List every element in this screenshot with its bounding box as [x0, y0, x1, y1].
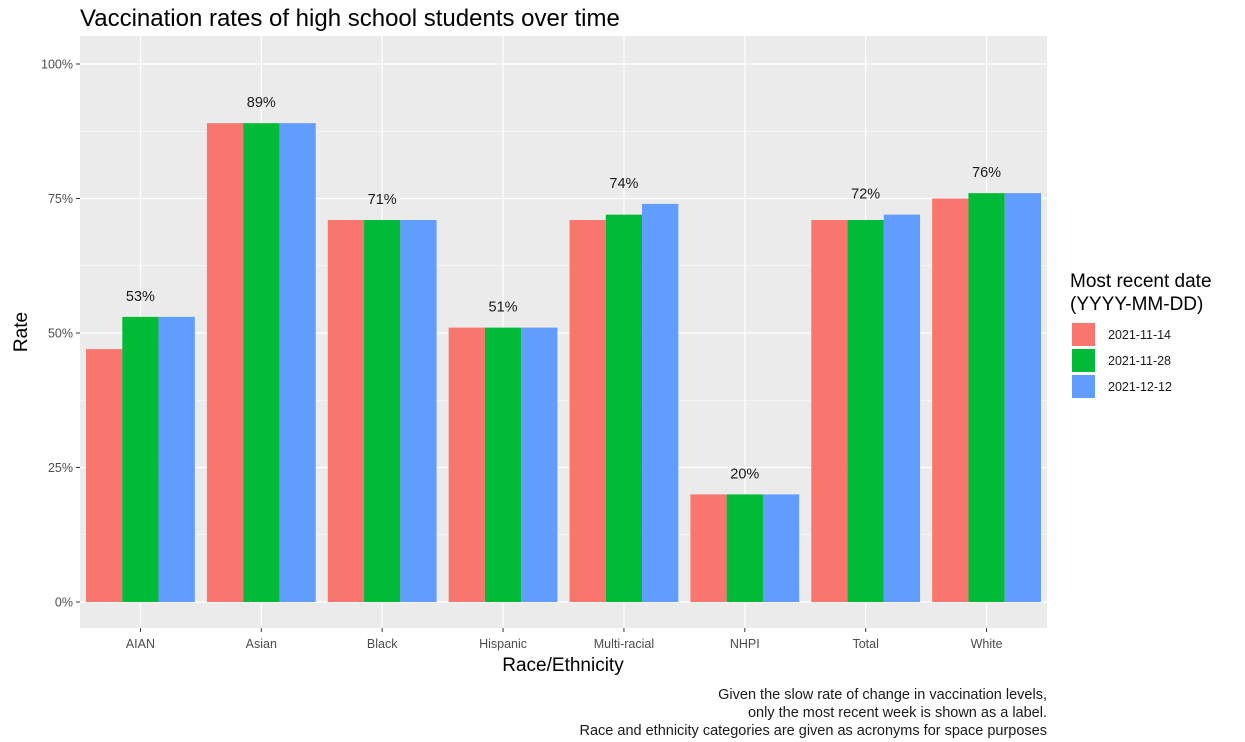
data-label: 76%: [972, 165, 1001, 181]
y-axis-title: Rate: [11, 312, 32, 352]
caption-line-1: Given the slow rate of change in vaccina…: [718, 687, 1047, 703]
bar-nhpi-2021-11-28: [726, 494, 763, 602]
x-tick-label: Total: [852, 637, 878, 651]
bar-hispanic-2021-11-14: [448, 327, 485, 602]
x-tick-label: NHPI: [730, 637, 760, 651]
bar-hispanic-2021-12-12: [521, 327, 558, 602]
bar-white-2021-11-28: [968, 193, 1005, 602]
legend-label: 2021-12-12: [1108, 380, 1172, 394]
chart-title: Vaccination rates of high school student…: [80, 5, 620, 32]
y-tick-label: 100%: [41, 58, 73, 72]
caption-line-2: only the most recent week is shown as a …: [748, 705, 1047, 721]
bar-aian-2021-11-14: [86, 349, 123, 602]
bar-total-2021-11-28: [847, 220, 884, 602]
data-label: 51%: [489, 300, 518, 316]
bar-black-2021-12-12: [400, 220, 437, 602]
bar-aian-2021-12-12: [158, 316, 195, 602]
bar-asian-2021-12-12: [279, 123, 316, 603]
bars: [86, 123, 1041, 603]
y-axis-ticks: 0% 25% 50% 75% 100%: [41, 58, 80, 610]
bar-asian-2021-11-28: [243, 123, 280, 603]
data-labels: 53% 89% 71% 51% 74% 20% 72% 76%: [126, 95, 1001, 482]
y-tick-label: 75%: [48, 192, 73, 206]
bar-total-2021-12-12: [883, 214, 921, 602]
bar-multi-racial-2021-11-28: [605, 214, 643, 602]
bar-white-2021-12-12: [1004, 193, 1041, 602]
legend-title-line2: (YYYY-MM-DD): [1070, 294, 1203, 315]
legend-swatch: [1072, 375, 1095, 398]
data-label: 71%: [368, 192, 397, 208]
x-axis-title: Race/Ethnicity: [502, 655, 624, 676]
bar-nhpi-2021-12-12: [762, 494, 800, 602]
x-tick-label: AIAN: [126, 637, 155, 651]
legend-swatch: [1072, 349, 1095, 372]
legend-label: 2021-11-28: [1108, 354, 1171, 368]
bar-asian-2021-11-14: [206, 123, 244, 603]
data-label: 20%: [730, 466, 759, 482]
bar-hispanic-2021-11-28: [484, 327, 522, 602]
x-tick-label: Multi-racial: [594, 637, 654, 651]
caption: Given the slow rate of change in vaccina…: [580, 687, 1047, 739]
data-label: 53%: [126, 289, 155, 305]
bar-black-2021-11-14: [327, 220, 365, 602]
y-tick-label: 50%: [48, 327, 73, 341]
legend: Most recent date (YYYY-MM-DD) 2021-11-14…: [1070, 271, 1212, 398]
x-tick-label: White: [971, 637, 1003, 651]
data-label: 72%: [851, 187, 880, 203]
caption-line-3: Race and ethnicity categories are given …: [580, 723, 1047, 739]
y-tick-label: 25%: [48, 461, 73, 475]
x-tick-label: Black: [367, 637, 398, 651]
legend-label: 2021-11-14: [1108, 328, 1171, 342]
x-tick-label: Asian: [246, 637, 277, 651]
legend-swatch: [1072, 323, 1095, 346]
data-label: 74%: [609, 176, 638, 192]
data-label: 89%: [247, 95, 276, 111]
y-tick-label: 0%: [55, 596, 73, 610]
x-tick-label: Hispanic: [479, 637, 527, 651]
bar-aian-2021-11-28: [122, 316, 159, 602]
x-axis-ticks: AIAN Asian Black Hispanic Multi-racial NHPI To…: [126, 628, 1003, 651]
bar-white-2021-11-14: [932, 198, 969, 602]
bar-multi-racial-2021-11-14: [569, 220, 606, 602]
bar-multi-racial-2021-12-12: [642, 203, 679, 602]
legend-title-line1: Most recent date: [1070, 271, 1212, 292]
bar-black-2021-11-28: [364, 220, 401, 602]
bar-total-2021-11-14: [811, 220, 848, 602]
bar-nhpi-2021-11-14: [690, 494, 727, 602]
